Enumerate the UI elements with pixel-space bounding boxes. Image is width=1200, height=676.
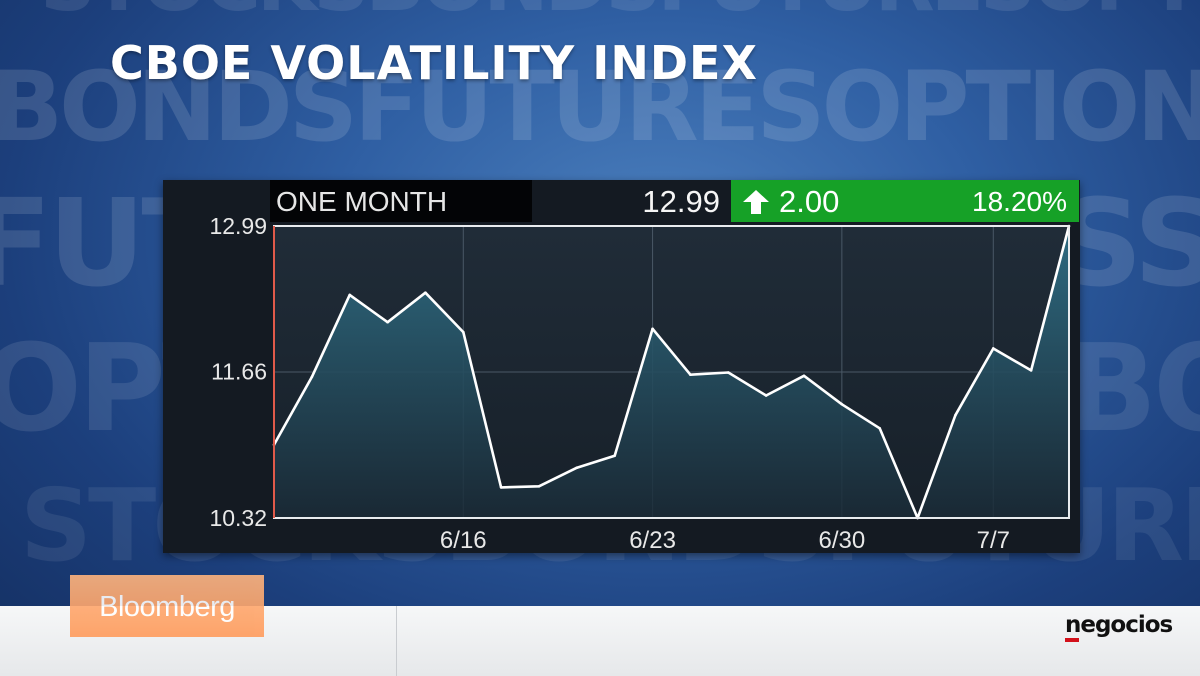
data-point	[1029, 369, 1033, 372]
bloomberg-logo: Bloomberg	[70, 575, 264, 637]
background-word-row: BONDSFUTURESOPTIONSSTOCKS	[0, 51, 1200, 163]
y-axis-labels: 12.99 11.66 10.32	[209, 213, 267, 531]
series-line	[272, 225, 1071, 520]
x-tick-label: 6/23	[629, 527, 676, 553]
period-label: ONE MONTH	[270, 180, 532, 222]
data-point	[575, 466, 579, 469]
negocios-logo-mark	[1065, 638, 1079, 642]
data-point	[689, 373, 692, 377]
data-point	[424, 291, 427, 295]
change-box: 2.00 18.20%	[731, 180, 1079, 222]
data-point	[499, 486, 503, 489]
background-word-row: STOCKSBONDSFUTURESOPTIONS	[40, 0, 1200, 29]
negocios-logo-text: negocios	[1065, 612, 1173, 638]
data-point	[386, 320, 389, 324]
chart-headline: CBOE VOLATILITY INDEX	[110, 36, 758, 90]
data-point	[348, 293, 352, 297]
x-tick-label: 6/16	[440, 527, 487, 553]
data-point	[537, 484, 541, 488]
data-point	[764, 394, 768, 397]
y-tick-label: 11.66	[211, 358, 267, 384]
data-point	[613, 454, 617, 457]
y-tick-label: 12.99	[209, 213, 267, 239]
area-fill	[274, 226, 1069, 518]
data-point	[726, 371, 730, 374]
x-tick-label: 7/7	[977, 527, 1010, 553]
change-percent: 18.20%	[972, 186, 1067, 217]
vix-line-chart: 12.99 11.66 10.32 6/16 6/23 6/30 7/7	[209, 213, 1071, 553]
change-value: 2.00	[779, 184, 840, 219]
x-axis-labels: 6/16 6/23 6/30 7/7	[440, 527, 1010, 553]
data-point	[802, 374, 806, 378]
y-tick-label: 10.32	[209, 505, 267, 531]
data-point	[954, 413, 957, 417]
data-point	[840, 402, 844, 406]
data-point	[310, 375, 314, 379]
chart-panel: ONE MONTH 12.99 2.00 18.20% 12.99 11.66 10…	[163, 180, 1080, 553]
footer-divider	[396, 606, 397, 676]
data-point	[461, 330, 465, 334]
last-price: 12.99	[642, 184, 720, 219]
arrow-up-icon	[743, 190, 769, 214]
data-point	[878, 427, 882, 430]
quote-header: ONE MONTH 12.99 2.00 18.20%	[163, 180, 1080, 222]
bloomberg-logo-text: Bloomberg	[99, 591, 235, 623]
data-point	[651, 327, 654, 331]
data-point	[991, 347, 995, 350]
negocios-logo: negocios	[1060, 612, 1192, 646]
x-tick-label: 6/30	[818, 527, 865, 553]
